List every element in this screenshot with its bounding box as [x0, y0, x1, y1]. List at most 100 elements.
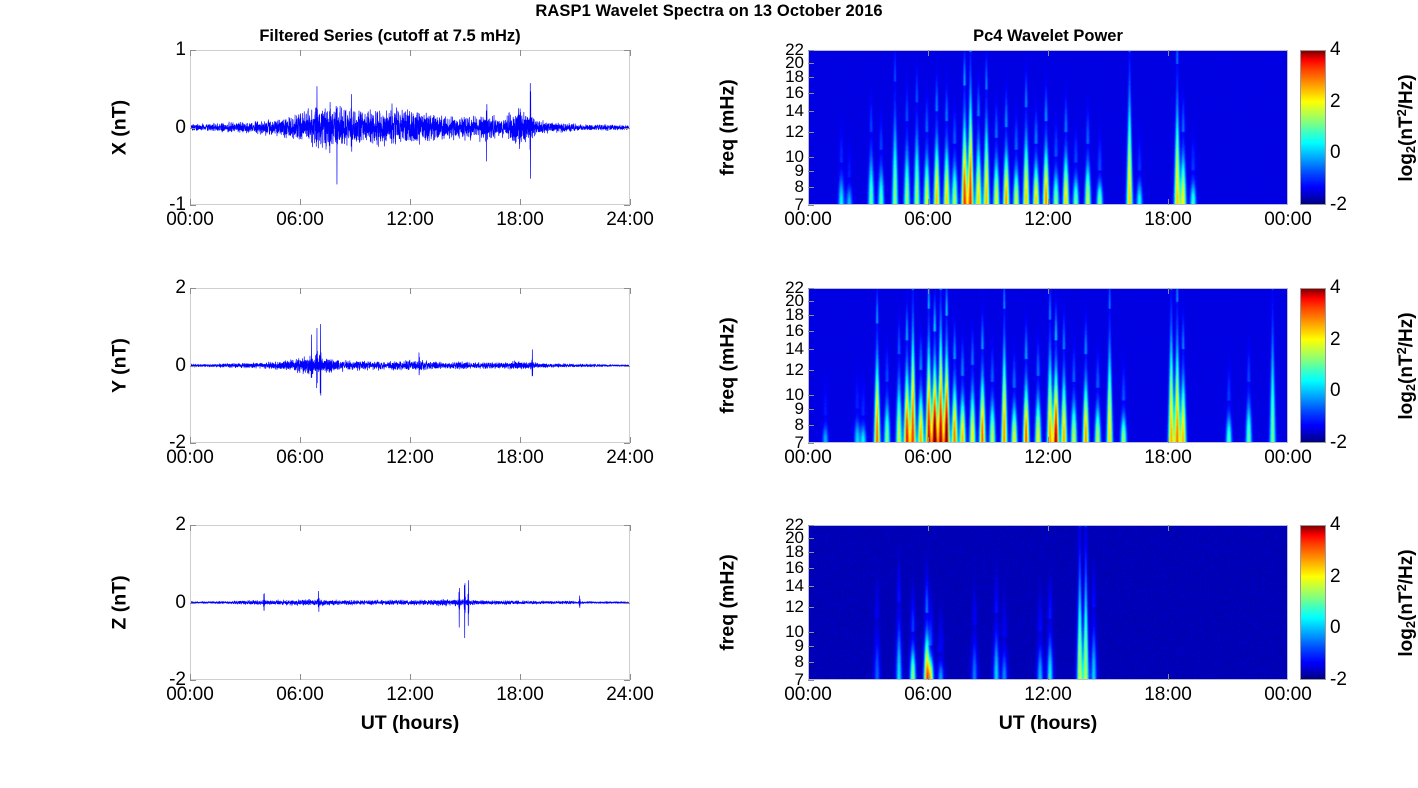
ts-ytick-label: 0: [175, 116, 186, 138]
sp-xlabel: UT (hours): [998, 712, 1098, 734]
ts-ytick-right: [624, 365, 630, 367]
sp-ftick: [808, 93, 814, 95]
ts-xtick-top: [190, 525, 191, 531]
colorbar-tick-label: 0: [1330, 617, 1341, 639]
sp-xtick-top: [928, 50, 929, 56]
colorbar-y[interactable]: [1300, 288, 1326, 443]
ts-xtick-top: [300, 525, 301, 531]
sp-ftick-label: 22: [785, 278, 804, 297]
ts-ytick: [190, 602, 196, 604]
ts-ytick-label: 2: [175, 514, 186, 535]
sp-ftick-label: 18: [785, 305, 804, 325]
sp-ftick: [808, 349, 814, 351]
ts-ytick: [190, 365, 196, 367]
sp-xtick: [1048, 674, 1049, 680]
sp-xtick-label: 18:00: [1144, 209, 1192, 230]
sp-xtick-label: 06:00: [904, 209, 952, 230]
sp-ftick-label: 20: [785, 527, 804, 547]
sp-ftick: [808, 394, 814, 396]
sp-xtick-label: 00:00: [1264, 209, 1312, 230]
colorbar-tick-label: 0: [1330, 142, 1341, 164]
timeseries-axes-x[interactable]: [190, 50, 630, 205]
ts-ytick-label: -1: [169, 194, 186, 215]
sp-xtick: [1048, 199, 1049, 205]
colorbar-tick-label: 2: [1330, 328, 1341, 350]
ts-xtick-label: 06:00: [276, 209, 324, 230]
sp-ftick: [808, 62, 814, 64]
ts-ylabel: X (nT): [108, 99, 131, 155]
ts-ylabel: Y (nT): [108, 337, 131, 393]
sp-ftick-label: 22: [785, 40, 804, 59]
timeseries-trace-y: [191, 323, 629, 396]
ts-ytick-right: [624, 288, 630, 289]
ts-xtick: [520, 674, 521, 680]
sp-ftick: [808, 552, 814, 554]
ts-xtick: [630, 674, 631, 680]
ts-xlabel: UT (hours): [360, 712, 460, 734]
ts-xtick-label: 06:00: [276, 684, 324, 705]
ts-xtick-label: 18:00: [496, 447, 544, 468]
sp-xtick: [1048, 437, 1049, 443]
ts-xtick: [410, 437, 411, 443]
sp-xtick: [928, 437, 929, 443]
sp-ftick: [808, 77, 814, 79]
spectrogram-axes-z[interactable]: [808, 525, 1288, 680]
sp-ftick-label: 8: [794, 414, 804, 434]
sp-ftick: [808, 537, 814, 539]
sp-ftick-label: 8: [794, 651, 804, 671]
timeseries-axes-y[interactable]: [190, 288, 630, 443]
spectrogram-image-x: [809, 51, 1287, 204]
colorbar-tick-label: 4: [1330, 514, 1341, 535]
sp-ftick: [808, 205, 814, 206]
ts-xtick-label: 18:00: [496, 209, 544, 230]
sp-xtick: [1168, 437, 1169, 443]
ts-ytick: [190, 127, 196, 129]
sp-ftick: [808, 50, 814, 51]
spectrogram-axes-y[interactable]: [808, 288, 1288, 443]
colorbar-tick-label: 2: [1330, 90, 1341, 112]
ts-xtick-top: [190, 288, 191, 294]
ts-ytick-right: [624, 602, 630, 604]
sp-ftick-label: 20: [785, 52, 804, 72]
ts-xtick-label: 24:00: [606, 209, 654, 230]
sp-ftick-label: 10: [785, 621, 804, 641]
sp-xtick-label: 12:00: [1024, 447, 1072, 468]
sp-ftick: [808, 156, 814, 158]
spectrogram-image-y: [809, 289, 1287, 442]
sp-ylabel: freq (mHz): [716, 316, 739, 414]
ts-ytick-label: 0: [175, 354, 186, 376]
colorbar-tick-label: -2: [1330, 194, 1347, 215]
timeseries-axes-z[interactable]: [190, 525, 630, 680]
ts-ytick: [190, 205, 196, 206]
ts-xtick: [190, 674, 191, 680]
colorbar-z[interactable]: [1300, 525, 1326, 680]
ts-xtick-top: [190, 50, 191, 56]
colorbar-tick-label: -2: [1330, 669, 1347, 690]
ts-xtick: [630, 199, 631, 205]
sp-ftick-label: 18: [785, 67, 804, 87]
sp-xtick-top: [1048, 525, 1049, 531]
sp-xtick-top: [928, 288, 929, 294]
timeseries-trace-x: [191, 82, 629, 185]
sp-ftick-label: 14: [785, 339, 804, 359]
colorbar-x[interactable]: [1300, 50, 1326, 205]
ts-xtick-label: 00:00: [166, 209, 214, 230]
sp-ftick-label: 9: [794, 635, 804, 655]
sp-ftick: [808, 661, 814, 663]
sp-xtick-top: [928, 525, 929, 531]
sp-ftick-label: 9: [794, 160, 804, 180]
ts-xtick-top: [410, 50, 411, 56]
ts-ytick-label: 2: [175, 277, 186, 298]
ts-ytick: [190, 288, 196, 289]
sp-ftick-label: 16: [785, 321, 804, 341]
sp-ftick: [808, 568, 814, 570]
colorbar-tick-label: 0: [1330, 380, 1341, 402]
sp-ftick: [808, 586, 814, 588]
ts-ytick-label: -2: [169, 669, 186, 690]
spectrogram-axes-x[interactable]: [808, 50, 1288, 205]
ts-ytick: [190, 50, 196, 51]
ts-xtick-top: [520, 525, 521, 531]
colorbar-title: log2(nT2/Hz): [1393, 73, 1418, 182]
ts-xtick-label: 12:00: [386, 209, 434, 230]
sp-ftick-label: 12: [785, 360, 804, 380]
